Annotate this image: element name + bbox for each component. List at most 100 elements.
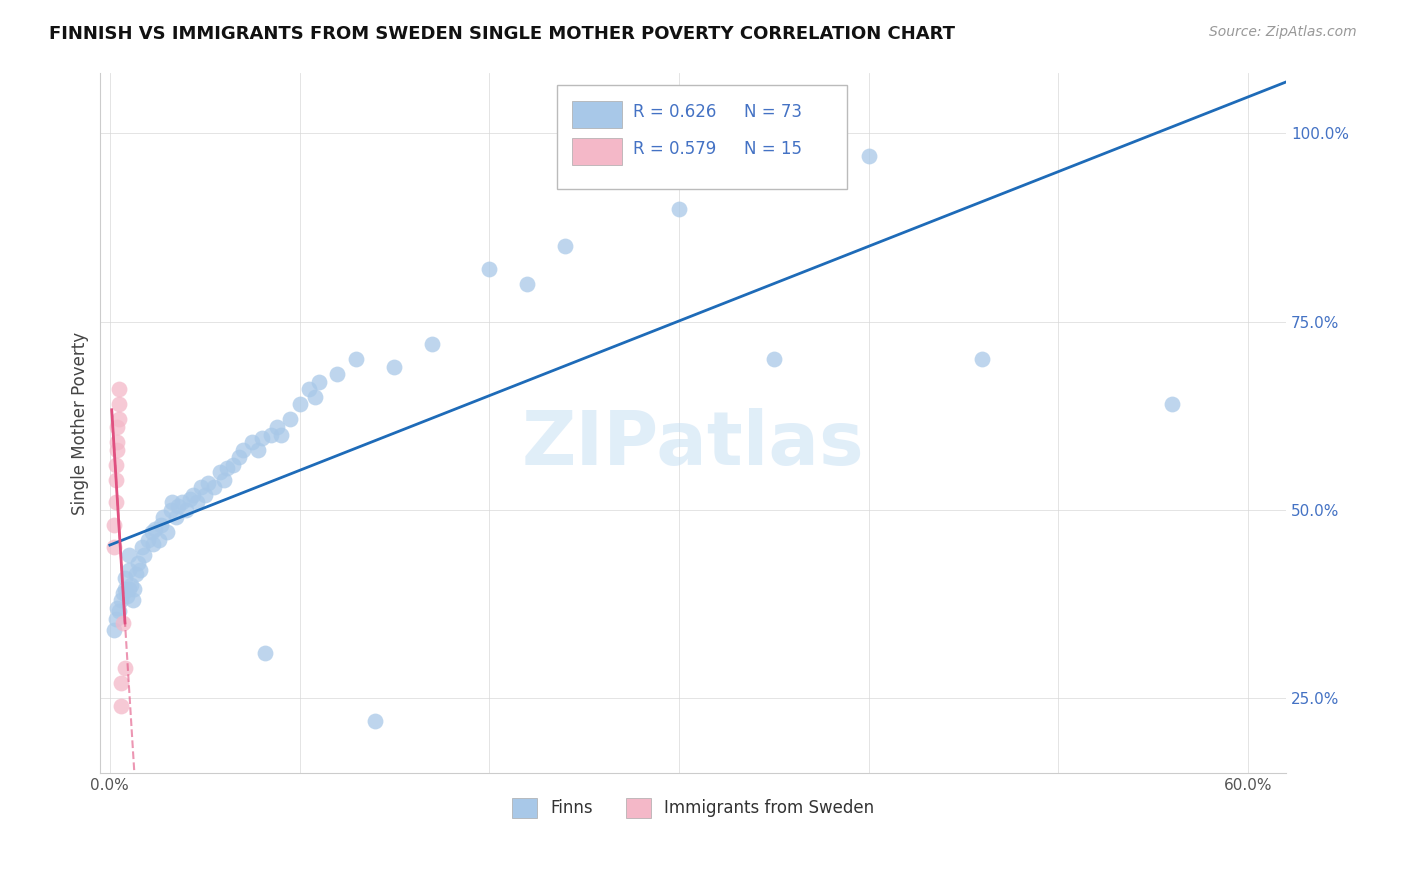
Point: [125, 566, 148, 581]
Point: [516, 277, 538, 291]
Point: [118, 548, 141, 562]
Point: [217, 461, 239, 475]
Point: [858, 149, 880, 163]
Y-axis label: Single Mother Poverty: Single Mother Poverty: [72, 332, 89, 515]
Point: [118, 563, 141, 577]
Point: [266, 420, 288, 434]
Point: [121, 593, 143, 607]
Point: [820, 126, 842, 140]
Point: [165, 510, 187, 524]
Point: [972, 352, 994, 367]
Text: Source: ZipAtlas.com: Source: ZipAtlas.com: [1209, 25, 1357, 39]
Point: [131, 541, 153, 555]
Point: [159, 503, 181, 517]
Point: [104, 473, 127, 487]
FancyBboxPatch shape: [572, 101, 621, 128]
Point: [270, 427, 292, 442]
Point: [114, 582, 136, 596]
Point: [308, 375, 330, 389]
Point: [110, 593, 132, 607]
Point: [174, 503, 197, 517]
Point: [288, 397, 311, 411]
Point: [136, 533, 159, 547]
Point: [103, 517, 125, 532]
Text: FINNISH VS IMMIGRANTS FROM SWEDEN SINGLE MOTHER POVERTY CORRELATION CHART: FINNISH VS IMMIGRANTS FROM SWEDEN SINGLE…: [49, 25, 955, 43]
Point: [278, 412, 301, 426]
Point: [104, 458, 127, 472]
Point: [228, 450, 250, 464]
Point: [382, 359, 405, 374]
Text: R = 0.626: R = 0.626: [633, 103, 716, 121]
Point: [162, 495, 184, 509]
Point: [129, 563, 152, 577]
Point: [120, 578, 142, 592]
Point: [112, 615, 135, 630]
Point: [1161, 397, 1184, 411]
Point: [127, 556, 149, 570]
Point: [197, 476, 219, 491]
Point: [668, 202, 690, 216]
Point: [250, 431, 273, 445]
Point: [364, 714, 387, 728]
Point: [156, 525, 179, 540]
Point: [190, 480, 212, 494]
Point: [114, 571, 136, 585]
Point: [179, 491, 201, 506]
FancyBboxPatch shape: [572, 138, 621, 165]
Point: [194, 488, 217, 502]
Point: [124, 582, 146, 596]
Point: [167, 499, 190, 513]
Point: [326, 368, 349, 382]
Point: [554, 239, 576, 253]
Point: [112, 585, 135, 599]
Point: [107, 442, 129, 457]
Point: [260, 427, 283, 442]
Point: [181, 488, 204, 502]
Point: [107, 420, 129, 434]
Point: [110, 698, 132, 713]
Point: [104, 612, 127, 626]
Point: [222, 458, 245, 472]
Point: [148, 533, 170, 547]
Text: N = 15: N = 15: [744, 140, 803, 158]
Point: [145, 522, 167, 536]
Point: [246, 442, 269, 457]
Point: [420, 337, 443, 351]
Point: [346, 352, 368, 367]
Point: [108, 397, 131, 411]
Point: [141, 525, 163, 540]
Point: [107, 600, 129, 615]
Text: ZIPatlas: ZIPatlas: [522, 408, 865, 481]
Point: [478, 261, 501, 276]
Point: [107, 435, 129, 450]
Point: [115, 590, 138, 604]
Point: [254, 646, 277, 660]
Point: [208, 465, 231, 479]
FancyBboxPatch shape: [557, 85, 848, 188]
Point: [108, 382, 131, 396]
Point: [118, 582, 141, 596]
Point: [304, 390, 326, 404]
Point: [150, 517, 173, 532]
Point: [298, 382, 321, 396]
Point: [186, 495, 208, 509]
Point: [114, 661, 136, 675]
Point: [152, 510, 174, 524]
Point: [104, 495, 127, 509]
Point: [108, 412, 131, 426]
Point: [212, 473, 235, 487]
Point: [110, 676, 132, 690]
Point: [142, 537, 165, 551]
Point: [103, 541, 125, 555]
Legend: Finns, Immigrants from Sweden: Finns, Immigrants from Sweden: [505, 791, 882, 824]
Point: [132, 548, 155, 562]
Point: [232, 442, 254, 457]
Point: [762, 352, 785, 367]
Point: [103, 624, 125, 638]
Point: [202, 480, 225, 494]
Point: [240, 435, 263, 450]
Point: [108, 605, 131, 619]
Text: N = 73: N = 73: [744, 103, 803, 121]
Text: R = 0.579: R = 0.579: [633, 140, 716, 158]
Point: [170, 495, 193, 509]
